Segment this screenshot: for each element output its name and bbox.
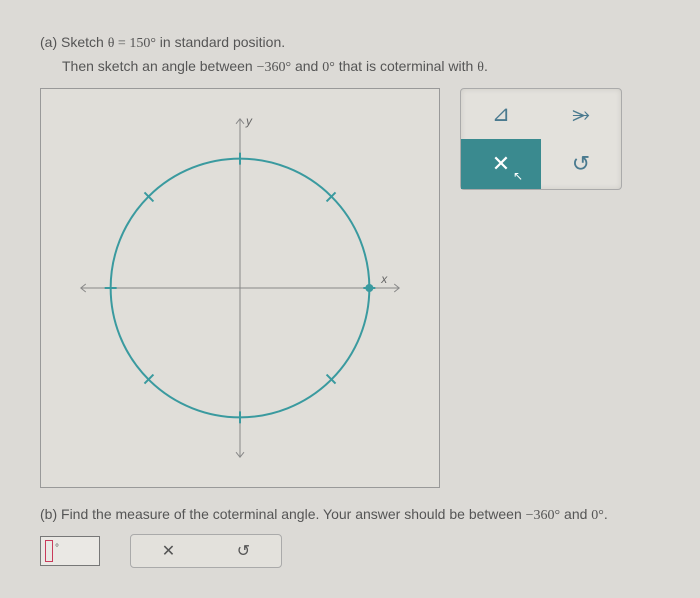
part-b-prompt: (b) Find the measure of the coterminal a… (40, 506, 660, 524)
close-icon: ✕ (162, 543, 175, 560)
answer-input[interactable]: ° (40, 536, 100, 566)
clear-button[interactable]: ✕ (156, 540, 181, 562)
drawing-toolbar: ⊿ ⭃ ✕ ↖ ↺ (460, 88, 622, 190)
delete-tool-icon: ✕ (492, 151, 510, 177)
part-a-line1: (a) Sketch θ = 150° in standard position… (40, 32, 660, 54)
angle-tool-icon: ⊿ (492, 101, 510, 127)
theta-value: θ = 150° (108, 36, 156, 51)
delete-tool-button[interactable]: ✕ ↖ (461, 139, 541, 189)
reset-tool-button[interactable]: ↺ (541, 139, 621, 189)
reset-tool-icon: ↺ (572, 151, 590, 177)
answer-button-box: ✕ ↺ (130, 534, 282, 568)
reset-icon: ↺ (237, 543, 250, 560)
y-axis-label: y (245, 114, 253, 128)
part-a-label: (a) (40, 34, 57, 50)
reset-button[interactable]: ↺ (231, 540, 256, 562)
part-b-label: (b) (40, 506, 57, 522)
degree-symbol: ° (55, 543, 59, 554)
arc-tool-icon: ⭃ (572, 101, 590, 127)
part-a-line2: Then sketch an angle between −360° and 0… (40, 56, 660, 78)
angle-tool-button[interactable]: ⊿ (461, 89, 541, 139)
x-axis-label: x (380, 272, 388, 286)
arc-tool-button[interactable]: ⭃ (541, 89, 621, 139)
cursor-icon: ↖ (513, 169, 523, 183)
initial-point[interactable] (365, 284, 373, 292)
graph-canvas[interactable]: x y (40, 88, 440, 488)
text-cursor (45, 540, 53, 562)
